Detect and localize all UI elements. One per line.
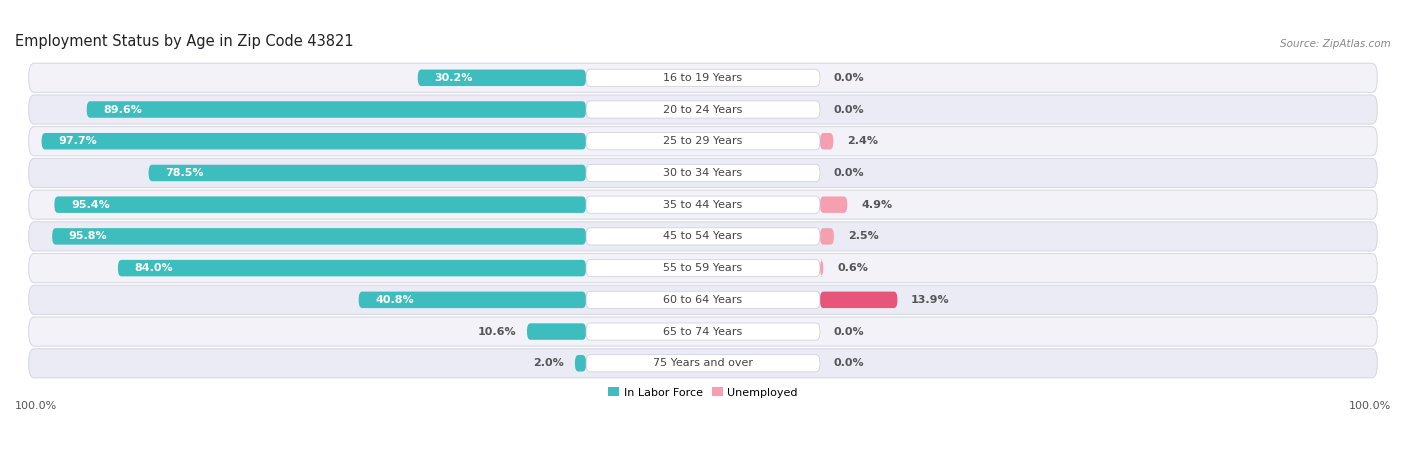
FancyBboxPatch shape	[28, 317, 1378, 346]
FancyBboxPatch shape	[820, 133, 834, 149]
Text: 0.0%: 0.0%	[834, 105, 865, 115]
Text: 10.6%: 10.6%	[477, 327, 516, 336]
Text: 78.5%: 78.5%	[165, 168, 204, 178]
Text: 97.7%: 97.7%	[58, 136, 97, 146]
Text: 45 to 54 Years: 45 to 54 Years	[664, 231, 742, 241]
FancyBboxPatch shape	[586, 291, 820, 308]
Text: 60 to 64 Years: 60 to 64 Years	[664, 295, 742, 305]
Text: 55 to 59 Years: 55 to 59 Years	[664, 263, 742, 273]
Text: 13.9%: 13.9%	[911, 295, 950, 305]
FancyBboxPatch shape	[42, 133, 586, 149]
Text: 0.0%: 0.0%	[834, 327, 865, 336]
FancyBboxPatch shape	[359, 292, 586, 308]
FancyBboxPatch shape	[586, 355, 820, 372]
Text: 100.0%: 100.0%	[1348, 401, 1391, 411]
Text: 2.0%: 2.0%	[533, 358, 564, 368]
FancyBboxPatch shape	[820, 260, 824, 276]
FancyBboxPatch shape	[118, 260, 586, 276]
FancyBboxPatch shape	[586, 228, 820, 245]
FancyBboxPatch shape	[820, 228, 834, 244]
Text: 95.8%: 95.8%	[69, 231, 107, 241]
FancyBboxPatch shape	[586, 133, 820, 150]
FancyBboxPatch shape	[52, 228, 586, 244]
Text: 2.5%: 2.5%	[848, 231, 879, 241]
FancyBboxPatch shape	[820, 197, 848, 213]
FancyBboxPatch shape	[28, 253, 1378, 283]
FancyBboxPatch shape	[28, 63, 1378, 92]
FancyBboxPatch shape	[527, 323, 586, 340]
Text: 0.0%: 0.0%	[834, 358, 865, 368]
FancyBboxPatch shape	[28, 222, 1378, 251]
FancyBboxPatch shape	[586, 165, 820, 181]
Text: 95.4%: 95.4%	[70, 200, 110, 210]
Text: 30 to 34 Years: 30 to 34 Years	[664, 168, 742, 178]
Text: 84.0%: 84.0%	[135, 263, 173, 273]
Text: 89.6%: 89.6%	[103, 105, 142, 115]
FancyBboxPatch shape	[586, 196, 820, 213]
FancyBboxPatch shape	[28, 158, 1378, 188]
Legend: In Labor Force, Unemployed: In Labor Force, Unemployed	[603, 383, 803, 402]
Text: 100.0%: 100.0%	[15, 401, 58, 411]
FancyBboxPatch shape	[575, 355, 586, 372]
FancyBboxPatch shape	[418, 69, 586, 86]
Text: Employment Status by Age in Zip Code 43821: Employment Status by Age in Zip Code 438…	[15, 34, 354, 49]
Text: 20 to 24 Years: 20 to 24 Years	[664, 105, 742, 115]
Text: 0.0%: 0.0%	[834, 168, 865, 178]
FancyBboxPatch shape	[820, 292, 897, 308]
FancyBboxPatch shape	[28, 349, 1378, 378]
Text: 0.0%: 0.0%	[834, 73, 865, 83]
FancyBboxPatch shape	[28, 127, 1378, 156]
Text: 65 to 74 Years: 65 to 74 Years	[664, 327, 742, 336]
Text: Source: ZipAtlas.com: Source: ZipAtlas.com	[1281, 39, 1391, 49]
FancyBboxPatch shape	[28, 95, 1378, 124]
Text: 25 to 29 Years: 25 to 29 Years	[664, 136, 742, 146]
Text: 16 to 19 Years: 16 to 19 Years	[664, 73, 742, 83]
FancyBboxPatch shape	[586, 260, 820, 276]
FancyBboxPatch shape	[586, 69, 820, 86]
Text: 75 Years and over: 75 Years and over	[652, 358, 754, 368]
FancyBboxPatch shape	[149, 165, 586, 181]
FancyBboxPatch shape	[586, 101, 820, 118]
FancyBboxPatch shape	[28, 190, 1378, 219]
Text: 2.4%: 2.4%	[846, 136, 879, 146]
FancyBboxPatch shape	[586, 323, 820, 340]
FancyBboxPatch shape	[55, 197, 586, 213]
Text: 4.9%: 4.9%	[860, 200, 893, 210]
Text: 40.8%: 40.8%	[375, 295, 413, 305]
Text: 0.6%: 0.6%	[837, 263, 868, 273]
FancyBboxPatch shape	[87, 101, 586, 118]
Text: 35 to 44 Years: 35 to 44 Years	[664, 200, 742, 210]
Text: 30.2%: 30.2%	[434, 73, 472, 83]
FancyBboxPatch shape	[28, 285, 1378, 314]
